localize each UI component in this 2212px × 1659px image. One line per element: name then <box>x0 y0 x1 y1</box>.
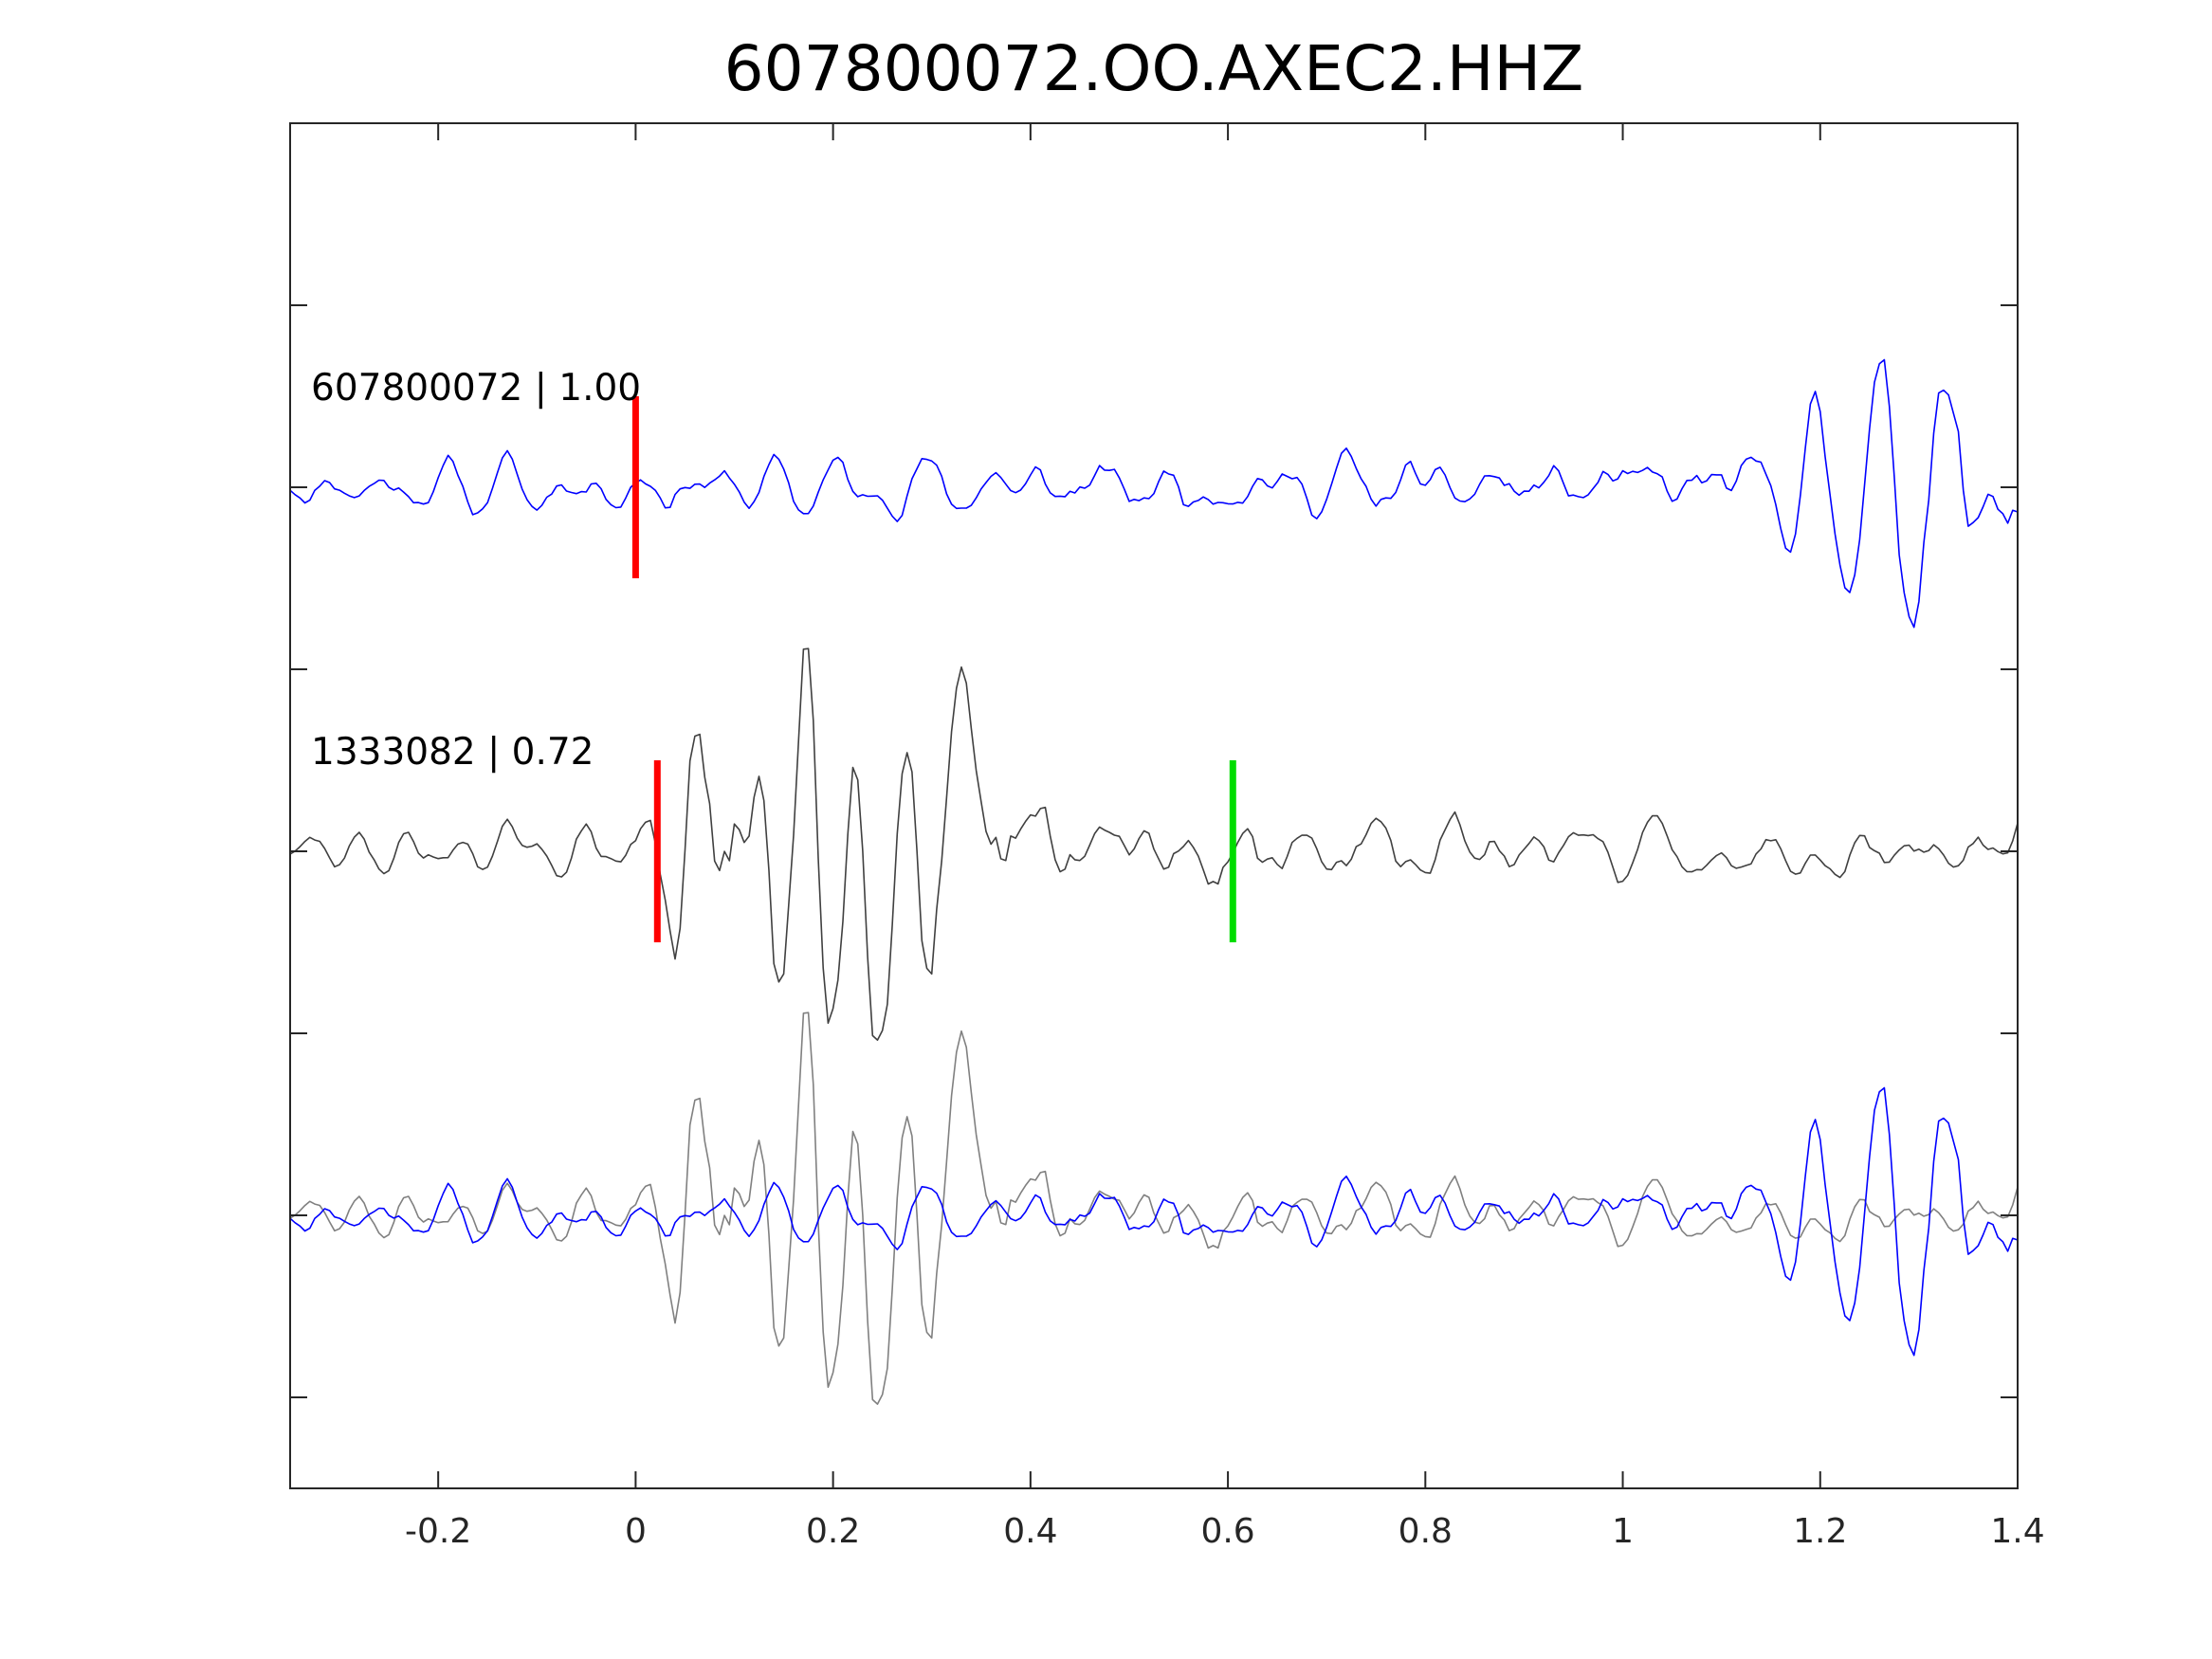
x-tick-label: -0.2 <box>405 1512 471 1551</box>
plot-frame <box>289 122 2019 1489</box>
trace-labels: 607800072 | 1.00 1333082 | 0.72 <box>311 367 641 774</box>
overlay-trace-0 <box>289 1012 2019 1405</box>
x-tick-labels: -0.2 0 0.2 0.4 0.6 0.8 1 1.2 1.4 <box>405 1512 2045 1551</box>
x-tick-label: 0.6 <box>1200 1512 1254 1551</box>
axis-ticks <box>290 123 2019 1488</box>
x-tick-label: 1.2 <box>1793 1512 1847 1551</box>
picks-group <box>631 396 1236 942</box>
overlay-trace-1 <box>289 1086 2019 1357</box>
trace-label-1: 1333082 | 0.72 <box>311 731 594 774</box>
x-tick-label: 0 <box>625 1512 647 1551</box>
trace-label-0: 607800072 | 1.00 <box>311 367 641 410</box>
x-tick-label: 0.4 <box>1003 1512 1057 1551</box>
trace-line-1 <box>289 647 2019 1041</box>
trace-line-0 <box>289 358 2019 629</box>
x-tick-label: 0.2 <box>806 1512 860 1551</box>
traces-group <box>289 358 2019 1405</box>
x-tick-label: 1.4 <box>1990 1512 2044 1551</box>
x-tick-label: 1 <box>1612 1512 1634 1551</box>
x-tick-label: 0.8 <box>1398 1512 1453 1551</box>
chart-title: 607800072.OO.AXEC2.HHZ <box>724 32 1584 105</box>
